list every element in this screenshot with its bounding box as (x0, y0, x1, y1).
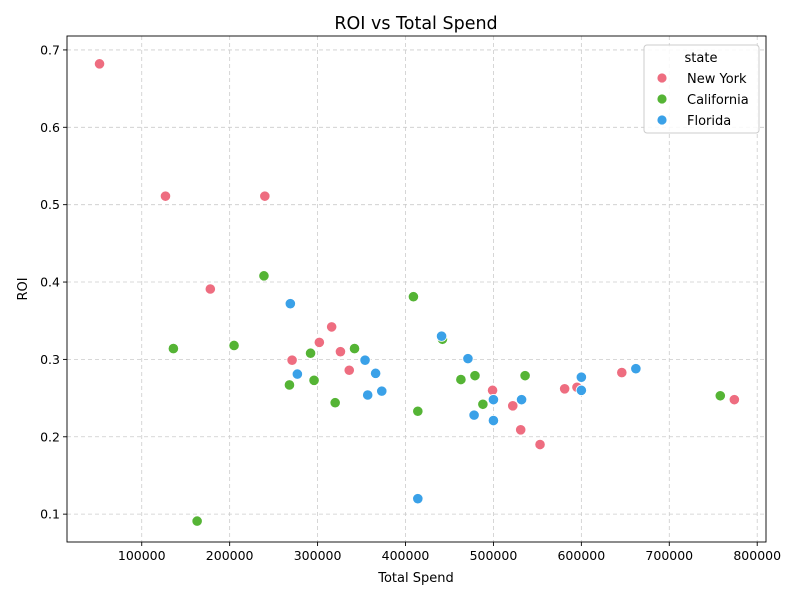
chart-title: ROI vs Total Spend (334, 14, 497, 34)
y-tick-label: 0.7 (40, 42, 60, 57)
point-florida (487, 414, 500, 427)
x-tick-label: 100000 (118, 548, 166, 563)
point-california (308, 374, 320, 386)
point-florida (462, 353, 474, 365)
legend-marker-california (656, 93, 668, 105)
point-florida (376, 385, 388, 397)
point-california (191, 515, 203, 527)
legend-marker-florida (656, 114, 668, 126)
point-florida (487, 394, 500, 406)
point-new-york (559, 383, 571, 395)
point-new-york (728, 394, 740, 406)
point-california (283, 379, 296, 391)
x-tick-label: 600000 (557, 548, 605, 563)
x-tick-label: 300000 (294, 548, 342, 563)
point-florida (291, 368, 303, 380)
legend-label-new-york: New York (687, 72, 747, 87)
y-tick-label: 0.1 (40, 507, 60, 522)
point-california (455, 373, 467, 386)
legend-items: New York California Florida (656, 72, 749, 129)
point-california (412, 405, 424, 417)
point-florida (284, 298, 296, 310)
point-california (519, 370, 531, 382)
x-axis-ticks: 100000 200000 300000 400000 500000 600000 7000… (118, 542, 781, 563)
point-new-york (486, 384, 499, 396)
point-new-york (507, 400, 519, 412)
legend-title: state (685, 51, 718, 66)
point-new-york (326, 321, 338, 333)
x-tick-label: 500000 (470, 548, 518, 563)
point-new-york (313, 336, 325, 348)
point-new-york (259, 190, 271, 202)
point-new-york (343, 364, 355, 376)
point-florida (412, 493, 424, 505)
point-florida (359, 354, 371, 366)
y-axis-ticks: 0.1 0.2 0.3 0.4 0.5 0.6 0.7 (40, 42, 67, 522)
legend: state New York California Florida (643, 44, 760, 134)
point-california (348, 342, 361, 355)
point-california (228, 339, 240, 352)
legend-box (643, 44, 760, 134)
y-tick-label: 0.4 (40, 275, 60, 290)
point-new-york (334, 346, 347, 358)
point-new-york (93, 58, 106, 70)
point-new-york (286, 354, 298, 366)
data-points (93, 58, 740, 527)
point-california (469, 370, 481, 382)
point-florida (362, 389, 374, 401)
point-florida (435, 330, 448, 342)
x-tick-label: 800000 (733, 548, 781, 563)
point-california (477, 398, 489, 410)
legend-label-california: California (687, 93, 749, 108)
point-new-york (159, 190, 172, 202)
x-tick-label: 700000 (645, 548, 693, 563)
y-axis-label: ROI (16, 277, 31, 300)
legend-marker-new-york (656, 72, 668, 84)
x-tick-label: 200000 (206, 548, 254, 563)
point-california (167, 342, 179, 355)
point-california (714, 390, 726, 402)
point-california (304, 347, 317, 359)
x-axis-label: Total Spend (377, 571, 454, 586)
y-tick-label: 0.2 (40, 429, 60, 444)
point-florida (468, 409, 480, 421)
legend-label-florida: Florida (687, 114, 731, 129)
point-new-york (534, 438, 546, 451)
point-california (407, 291, 420, 303)
point-florida (515, 394, 528, 406)
point-florida (575, 384, 587, 396)
point-florida (370, 367, 382, 379)
x-tick-label: 400000 (382, 548, 430, 563)
y-tick-label: 0.5 (40, 197, 60, 212)
point-new-york (616, 366, 628, 379)
y-tick-label: 0.3 (40, 352, 60, 367)
y-tick-label: 0.6 (40, 120, 60, 135)
point-florida (630, 363, 642, 375)
point-california (258, 270, 270, 282)
point-california (329, 397, 341, 409)
point-new-york (204, 283, 216, 295)
point-florida (575, 371, 587, 383)
point-new-york (515, 424, 527, 436)
plot-frame (66, 35, 767, 543)
